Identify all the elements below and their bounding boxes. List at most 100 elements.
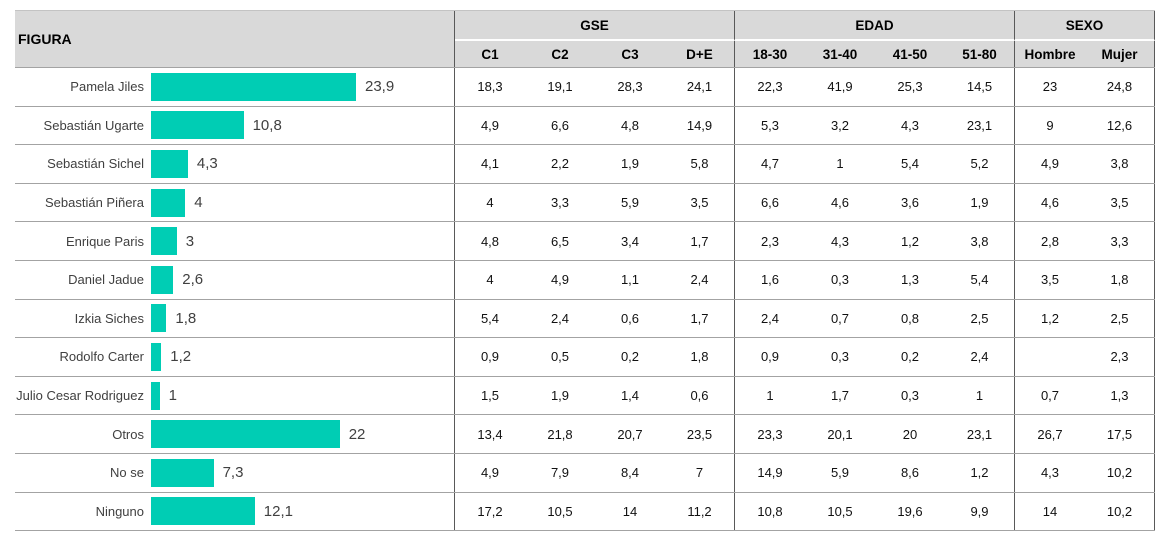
value-cell: 1,3 [900,272,920,288]
value-cell: 20,7 [617,426,643,442]
value-cell: 1,2 [900,233,920,249]
value-cell: 1 [945,376,1015,415]
value-cell: 5,4 [480,310,500,326]
figure-bar-value: 22 [348,425,366,443]
figure-bar [151,342,162,371]
table-row: Julio Cesar Rodriguez 1 1,5 1,9 1,4 0,6 … [15,376,1155,416]
value-cell: 1,6 [760,272,780,288]
value-cell: 2,4 [665,260,735,299]
value-cell: 4,6 [830,195,850,211]
survey-figure-table: FIGURA GSE EDAD SEXO C1 C2 C3 D+E 18-30 … [15,10,1155,532]
value-cell: 4 [486,195,494,211]
value-cell: 17,5 [1085,415,1155,453]
value-cell: 8,4 [620,465,640,481]
value-cell: 4,3 [900,117,920,133]
figure-cell: Ninguno 12,1 [15,492,455,531]
table-row: Pamela Jiles 23,9 18,3 19,1 28,3 24,1 22… [15,68,1155,107]
value-cell: 14,9 [665,106,735,145]
value-cell: 0,9 [480,349,500,365]
value-cell: 20,1 [827,426,853,442]
table-row: Sebastián Ugarte 10,8 4,9 6,6 4,8 14,9 5… [15,106,1155,146]
value-cell: 23,1 [945,415,1015,453]
value-cell: 19,6 [897,503,923,519]
table-row: No se 7,3 4,9 7,9 8,4 7 14,9 5,9 8,6 1,2… [15,453,1155,493]
figure-cell: Rodolfo Carter 1,2 [15,338,455,376]
figure-bar-value: 4,3 [196,155,218,173]
value-cell: 24,8 [1085,68,1155,106]
value-cell: 10,2 [1085,453,1155,492]
figure-cell: Sebastián Piñera 4 [15,183,455,222]
value-cell: 5,9 [830,465,850,481]
value-cell: 1,8 [665,338,735,376]
figure-cell: Daniel Jadue 2,6 [15,260,455,299]
value-cell: 3,5 [1085,183,1155,222]
value-cell: 4 [486,272,494,288]
column-header-hombre: Hombre [1015,41,1085,67]
value-cell: 4,9 [480,117,500,133]
value-cell: 21,8 [547,426,573,442]
value-cell: 0,7 [830,310,850,326]
table-rows: Pamela Jiles 23,9 18,3 19,1 28,3 24,1 22… [15,68,1155,532]
figure-name: Pamela Jiles [70,79,144,95]
value-cell: 2,5 [945,299,1015,338]
value-cell: 1,7 [665,222,735,260]
table-row: Enrique Paris 3 4,8 6,5 3,4 1,7 2,3 4,3 … [15,222,1155,261]
value-cell: 0,8 [900,310,920,326]
figure-name: Rodolfo Carter [59,349,144,365]
figure-bar-value: 23,9 [365,78,395,96]
value-cell: 1 [766,388,774,404]
value-cell: 4,7 [760,156,780,172]
value-cell: 3,4 [620,233,640,249]
value-cell: 0,3 [900,388,920,404]
value-cell: 1,3 [1085,376,1155,415]
value-cell: 0,6 [665,376,735,415]
figure-bar-value: 1 [168,387,177,405]
value-cell: 4,9 [1040,156,1060,172]
value-cell: 5,2 [945,145,1015,183]
value-cell: 0,2 [620,349,640,365]
value-cell: 3,8 [1085,145,1155,183]
value-cell: 4,8 [480,233,500,249]
value-cell: 5,9 [620,195,640,211]
value-cell: 9,9 [945,492,1015,531]
figure-bar [151,227,177,256]
value-cell: 3,3 [550,195,570,211]
figure-cell: No se 7,3 [15,453,455,492]
value-cell: 0,3 [830,272,850,288]
column-header-51-80: 51-80 [945,41,1015,67]
figure-bar [151,304,167,333]
column-header-c1: C1 [455,41,525,67]
value-cell: 14,9 [757,465,783,481]
figure-name: Sebastián Sichel [47,156,144,172]
figure-name: Izkia Siches [74,310,144,326]
value-cell: 24,1 [665,68,735,106]
value-cell: 41,9 [827,79,853,95]
value-cell: 10,5 [827,503,853,519]
value-cell: 6,6 [760,195,780,211]
figure-cell: Sebastián Ugarte 10,8 [15,106,455,145]
value-cell: 11,2 [665,492,735,531]
value-cell: 7 [665,453,735,492]
value-cell: 7,9 [550,465,570,481]
figure-name: Daniel Jadue [68,272,144,288]
column-header-18-30: 18-30 [735,41,805,67]
table-row: Rodolfo Carter 1,2 0,9 0,5 0,2 1,8 0,9 0… [15,338,1155,377]
column-header-c2: C2 [525,41,595,67]
figure-bar-value: 12,1 [263,502,293,520]
value-cell: 4,6 [1040,195,1060,211]
value-cell [1015,338,1085,376]
value-cell: 6,6 [550,117,570,133]
table-row: Daniel Jadue 2,6 4 4,9 1,1 2,4 1,6 0,3 1… [15,260,1155,300]
figure-name: Enrique Paris [65,233,144,249]
figure-bar [151,111,244,140]
value-cell: 1,7 [665,299,735,338]
value-cell: 23,1 [945,106,1015,145]
figure-name: No se [110,465,144,481]
figure-cell: Sebastián Sichel 4,3 [15,145,455,183]
value-cell: 0,2 [900,349,920,365]
figure-bar-value: 2,6 [182,271,204,289]
value-cell: 3,8 [945,222,1015,260]
value-cell: 10,2 [1085,492,1155,531]
value-cell: 19,1 [547,79,573,95]
value-cell: 2,8 [1040,233,1060,249]
